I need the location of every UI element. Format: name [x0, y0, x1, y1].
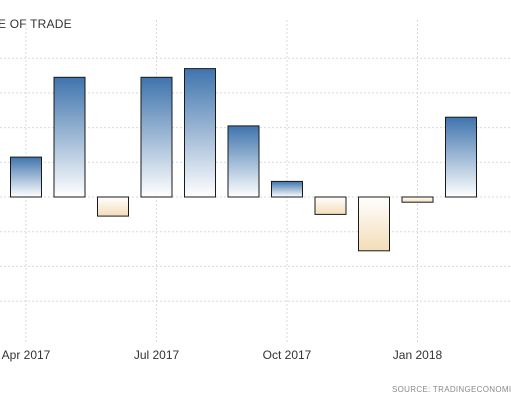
bars: [10, 68, 477, 252]
chart-title: E OF TRADE: [0, 17, 72, 31]
bar-sep-2017: [227, 125, 260, 198]
bar-jul-2017: [140, 76, 173, 198]
x-tick-label: Jul 2017: [134, 348, 180, 362]
x-tick-label: Jan 2018: [393, 348, 443, 362]
bar-jun-2017: [97, 196, 129, 217]
bar-jan-2018: [401, 196, 434, 203]
bar-nov-2017: [314, 196, 347, 215]
x-axis-ticks: Apr 2017 Jul 2017 Oct 2017 Jan 2018: [2, 348, 443, 362]
x-tick-label: Apr 2017: [2, 348, 51, 362]
bar-feb-2018: [445, 116, 477, 198]
source-label: SOURCE: TRADINGECONOMI: [392, 385, 511, 394]
x-tick-label: Oct 2017: [263, 348, 312, 362]
bar-may-2017: [53, 76, 86, 198]
bar-aug-2017: [184, 68, 216, 198]
bar-apr-2017: [10, 156, 42, 198]
bar-dec-2017: [358, 196, 390, 252]
bar-oct-2017: [271, 180, 303, 198]
